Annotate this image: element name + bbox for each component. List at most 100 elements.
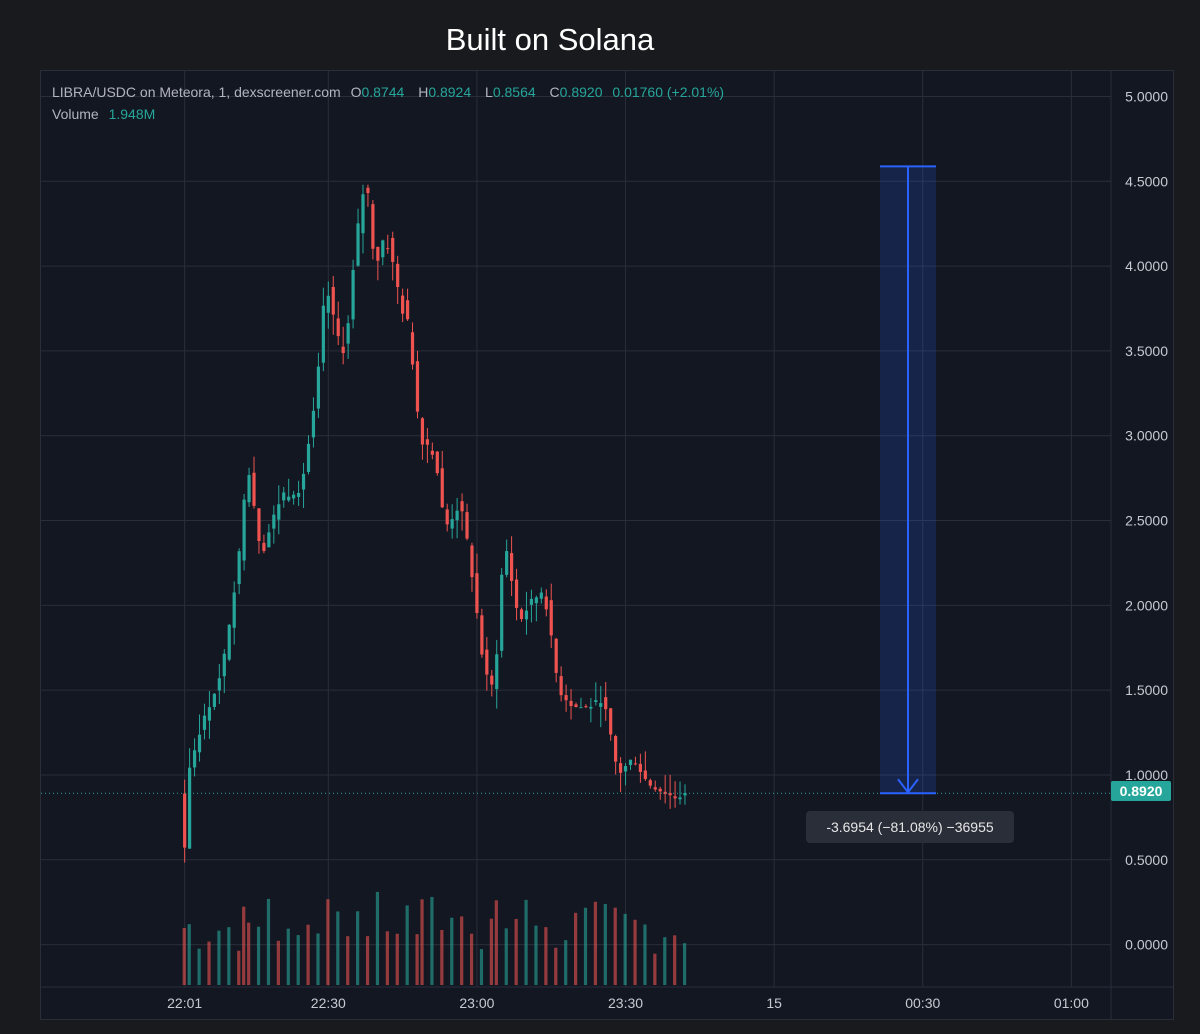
candle [460, 501, 464, 512]
volume-bar [242, 906, 246, 985]
candle [396, 263, 400, 288]
candle [306, 443, 311, 473]
chart-panel[interactable] [40, 70, 1174, 1020]
candle [277, 504, 281, 520]
volume-bar [276, 940, 280, 985]
candle [490, 675, 494, 685]
volume-bar [633, 919, 637, 985]
candle [514, 579, 519, 608]
volume-bar [643, 924, 647, 985]
candle [430, 450, 434, 455]
volume-bar [534, 925, 538, 985]
candle [212, 693, 216, 707]
x-tick-label: 22:30 [311, 995, 346, 1011]
ohlc-row: LIBRA/USDC on Meteora, 1, dexscreener.co… [52, 81, 724, 103]
volume-bar [524, 899, 528, 985]
candle [569, 700, 573, 707]
measure-arrow-head [897, 778, 919, 794]
candle [618, 763, 623, 773]
volume-bar [554, 947, 558, 985]
volume-bar [217, 930, 221, 985]
low-value: 0.8564 [492, 84, 536, 100]
volume-bar [306, 924, 310, 985]
volume-bar [494, 900, 498, 985]
candle [440, 468, 444, 508]
candle [465, 512, 469, 539]
candle [341, 346, 345, 354]
volume-bar [653, 953, 657, 985]
volume-bar [479, 949, 484, 985]
y-tick-label: 0.0000 [1125, 937, 1168, 953]
volume-bar [673, 935, 677, 985]
candle [217, 678, 221, 691]
volume-bar [266, 898, 271, 985]
candle [267, 532, 271, 548]
y-tick-label: 1.5000 [1125, 682, 1168, 698]
volume-label: Volume [52, 106, 99, 122]
candle [331, 286, 335, 315]
volume-bar [197, 948, 201, 985]
candle [495, 654, 499, 690]
candle [539, 592, 543, 599]
candle [202, 715, 207, 730]
candle [510, 553, 514, 581]
candle [475, 573, 479, 614]
candle [188, 767, 192, 849]
candle [316, 366, 321, 409]
candle [237, 551, 241, 585]
pair-label: LIBRA/USDC on Meteora, 1, dexscreener.co… [52, 84, 341, 100]
volume-bar [504, 928, 508, 985]
volume-bar [682, 943, 687, 985]
volume-bar [227, 927, 231, 985]
candle [356, 223, 360, 266]
volume-bar [593, 901, 598, 985]
volume-bar [613, 907, 617, 985]
candle [455, 510, 459, 521]
candle [410, 332, 415, 365]
y-tick-label: 3.5000 [1125, 343, 1168, 359]
candle [197, 734, 202, 753]
candle [296, 493, 301, 497]
candle [207, 707, 212, 721]
candle [420, 418, 425, 445]
candle [183, 793, 187, 848]
candle [301, 473, 306, 490]
candle [381, 240, 385, 258]
candle [683, 793, 687, 796]
candle [252, 472, 256, 506]
candle [232, 592, 236, 628]
candle [500, 574, 504, 651]
last-price-tag: 0.8920 [1111, 781, 1171, 801]
candle [346, 323, 350, 344]
y-tick-label: 0.5000 [1125, 852, 1168, 868]
volume-bar [460, 916, 464, 985]
candle [559, 676, 563, 696]
candle [326, 295, 330, 313]
candle [673, 796, 677, 799]
candle [272, 514, 276, 529]
candle [192, 750, 197, 768]
open-value: 0.8744 [361, 84, 405, 100]
candle [554, 638, 558, 673]
y-tick-label: 3.0000 [1125, 428, 1168, 444]
chart-legend: LIBRA/USDC on Meteora, 1, dexscreener.co… [52, 81, 724, 125]
candle [519, 609, 524, 619]
volume-bar [346, 936, 350, 985]
x-tick-label: 22:01 [167, 995, 202, 1011]
measure-label: -3.6954 (−81.08%) −36955 [806, 811, 1014, 843]
candle [505, 551, 509, 575]
candle [658, 788, 662, 792]
candle [579, 707, 583, 709]
candle [415, 361, 420, 412]
volume-bar [440, 929, 444, 985]
volume-bar [286, 928, 290, 985]
chart-caption: Built on Solana [445, 22, 655, 57]
volume-bar [430, 896, 434, 985]
candle [564, 695, 568, 701]
candle [401, 295, 405, 314]
candle [242, 499, 246, 561]
volume-bar [296, 935, 300, 985]
y-tick-label: 1.0000 [1125, 767, 1168, 783]
volume-bar [603, 904, 607, 985]
